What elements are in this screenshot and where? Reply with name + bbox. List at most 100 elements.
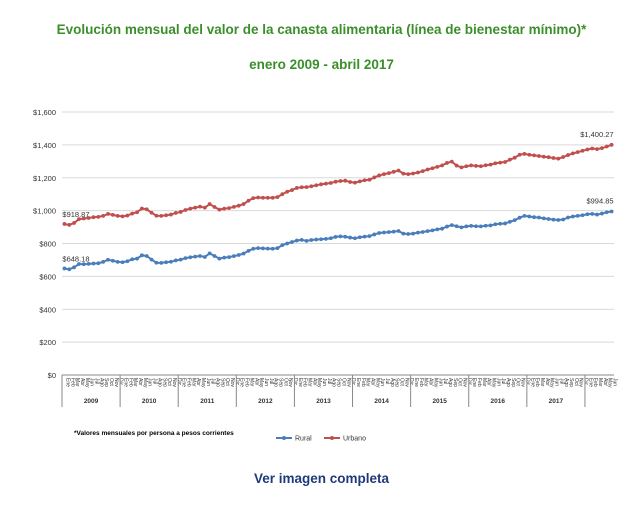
data-point-urbano [222, 206, 227, 211]
data-point-urbano [420, 169, 425, 174]
year-label: 2012 [258, 398, 273, 405]
data-point-rural [391, 229, 396, 234]
x-tick-label: May [607, 378, 613, 388]
data-point-urbano [382, 172, 386, 177]
data-point-urbano [212, 205, 217, 209]
data-point-urbano [566, 153, 570, 157]
footnote: *Valores mensuales por persona a pesos c… [74, 430, 234, 437]
data-point-rural [556, 218, 561, 222]
data-point-urbano [154, 213, 159, 218]
view-full-image-link[interactable]: Ver imagen completa [253, 471, 390, 486]
data-point-rural [91, 261, 96, 266]
data-point-rural [251, 246, 256, 251]
x-tick-label: Ene [181, 378, 187, 387]
x-tick-label: Sep [394, 378, 400, 387]
data-point-urbano [517, 152, 522, 157]
data-point-urbano [144, 207, 149, 212]
data-point-urbano [551, 156, 556, 160]
data-point-rural [110, 258, 115, 263]
data-point-rural [522, 213, 527, 218]
data-point-urbano [236, 203, 241, 208]
x-tick-label: Oct [340, 378, 346, 386]
data-point-rural [328, 236, 333, 241]
x-tick-label: May [374, 378, 380, 388]
data-point-rural [139, 253, 144, 258]
data-point-urbano [440, 163, 445, 168]
x-tick-label: Abr [311, 378, 317, 386]
data-point-rural [256, 246, 261, 251]
year-label: 2015 [432, 398, 447, 405]
data-point-rural [193, 254, 198, 259]
data-point-rural [537, 215, 541, 220]
data-point-rural [319, 237, 323, 242]
data-point-rural [125, 259, 130, 264]
data-point-rural [96, 261, 101, 266]
x-tick-label: Dic [583, 378, 589, 386]
x-tick-label: Dic [118, 378, 124, 386]
data-point-urbano [391, 169, 396, 174]
data-point-rural [570, 214, 575, 219]
data-point-urbano [537, 154, 541, 158]
x-tick-label: Abr [195, 378, 201, 386]
data-point-urbano [164, 213, 169, 218]
data-point-urbano [546, 155, 551, 160]
data-point-urbano [512, 155, 517, 160]
year-label: 2017 [549, 398, 564, 405]
data-point-rural [464, 224, 469, 229]
data-point-rural [164, 260, 169, 265]
x-tick-label: Sep [568, 378, 574, 387]
data-point-rural [198, 254, 202, 258]
x-tick-label: Jun [437, 378, 443, 386]
data-point-rural [541, 216, 546, 221]
data-point-urbano [585, 147, 590, 152]
data-point-rural [207, 251, 212, 256]
data-point-urbano [120, 214, 125, 219]
data-point-rural [236, 253, 241, 257]
x-tick-label: Ene [471, 378, 477, 387]
data-point-urbano [595, 147, 599, 152]
data-point-rural [169, 259, 173, 264]
x-axis: EneFebMarAbrMayJunJulAgoSepOctNovDicEneF… [61, 374, 618, 407]
data-point-rural [590, 212, 595, 216]
data-point-rural [188, 255, 193, 260]
y-tick-label: $1,000 [33, 207, 56, 216]
data-point-urbano [396, 168, 401, 173]
data-point-urbano [609, 142, 614, 147]
x-tick-label: Oct [282, 378, 288, 386]
data-point-rural [435, 227, 440, 232]
data-point-urbano [599, 146, 604, 151]
data-point-urbano [314, 183, 319, 188]
data-point-rural [440, 226, 445, 231]
x-tick-label: Dic [524, 378, 530, 386]
x-tick-label: Jul [442, 378, 448, 384]
data-point-rural [202, 255, 207, 259]
data-point-rural [449, 223, 454, 227]
data-point-urbano [290, 188, 294, 192]
data-point-rural [599, 211, 604, 216]
data-point-urbano [454, 163, 459, 168]
x-tick-label: May [200, 378, 206, 388]
x-tick-label: Abr [602, 378, 608, 386]
data-point-rural [275, 246, 280, 251]
data-point-urbano [149, 210, 154, 215]
x-tick-label: Jul [384, 378, 390, 384]
data-point-rural [285, 241, 290, 246]
data-point-urbano [81, 216, 86, 221]
x-tick-label: May [316, 378, 322, 388]
data-point-rural [241, 251, 246, 256]
data-point-urbano [541, 154, 546, 159]
data-point-urbano [275, 195, 280, 200]
x-tick-label: Ene [355, 378, 361, 387]
data-point-rural [217, 256, 222, 261]
x-tick-label: Oct [108, 378, 114, 386]
x-tick-label: Ago [447, 378, 453, 387]
series-line-rural [64, 210, 612, 271]
x-tick-label: Jul [268, 378, 274, 384]
data-point-urbano [328, 181, 333, 185]
legend-marker [282, 436, 286, 440]
data-point-rural [357, 235, 362, 240]
data-point-rural [77, 262, 81, 266]
x-tick-label: Mar [190, 378, 196, 387]
data-point-rural [222, 255, 227, 260]
x-tick-label: Ago [563, 378, 569, 387]
